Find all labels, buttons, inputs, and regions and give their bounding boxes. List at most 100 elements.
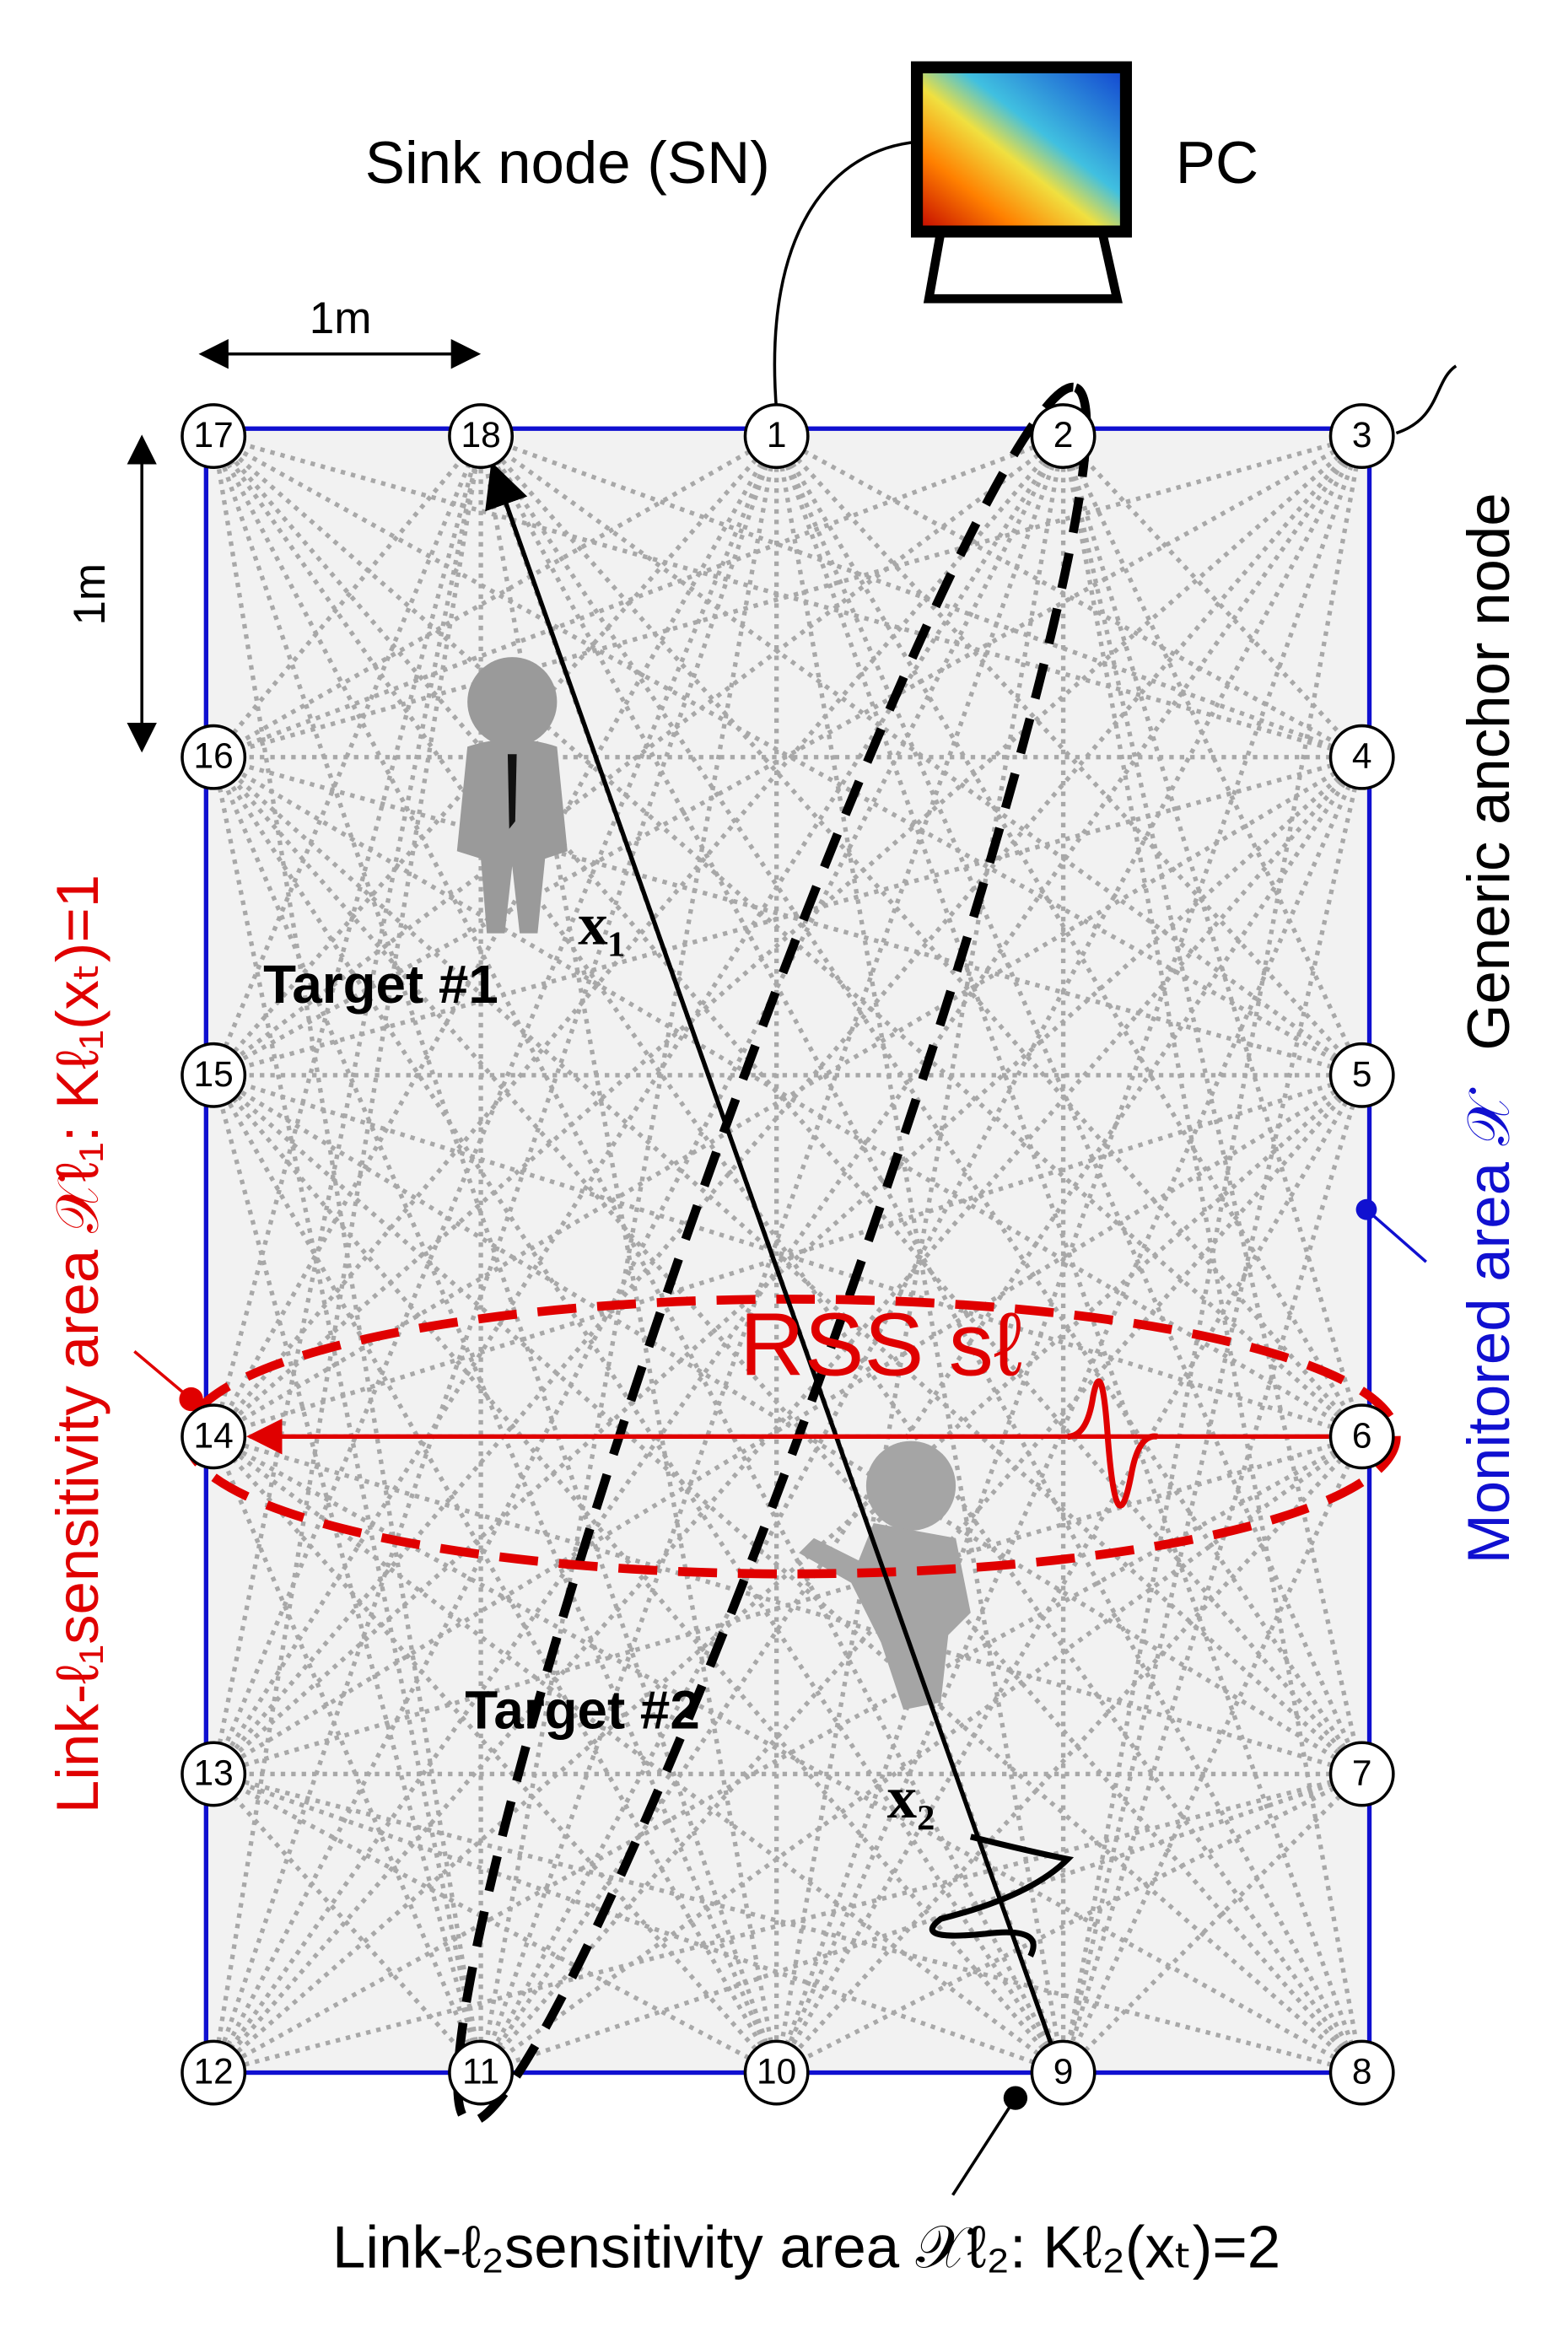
anchor-node xyxy=(181,2039,247,2106)
radio-link xyxy=(211,435,483,1774)
anchor-node xyxy=(1030,2039,1097,2106)
target2-label: Target #2 xyxy=(465,1679,700,1740)
rss-label: RSS sℓ xyxy=(740,1294,1022,1394)
anchor-node xyxy=(1328,724,1395,790)
anchor-node xyxy=(1328,1403,1395,1470)
radio-link xyxy=(211,434,1065,2074)
radio-link xyxy=(774,435,1365,2074)
radio-link xyxy=(212,1073,1364,2075)
node-label: 18 xyxy=(461,416,500,455)
radio-link xyxy=(1061,1435,1365,2074)
node-label: 4 xyxy=(1352,737,1372,777)
radio-link xyxy=(478,434,1365,2074)
radio-link xyxy=(212,434,1364,2075)
target1-label: Target #1 xyxy=(263,954,498,1015)
radio-link xyxy=(774,435,1365,1775)
anchor-node xyxy=(181,403,247,470)
anchor-pointer xyxy=(1395,364,1458,435)
node-label: 8 xyxy=(1352,2053,1372,2092)
radio-link xyxy=(212,755,1364,2075)
anchor-node xyxy=(1030,403,1097,470)
radio-link xyxy=(212,433,778,760)
radio-link xyxy=(478,434,1365,2074)
radio-link xyxy=(1061,434,1365,1076)
radio-link xyxy=(213,433,1363,760)
anchor-node xyxy=(1328,2039,1395,2106)
radio-link xyxy=(212,755,1364,1776)
node-label: 1 xyxy=(767,416,787,455)
radio-link xyxy=(775,1772,1363,2075)
radio-link xyxy=(211,434,779,1438)
node-label: 15 xyxy=(194,1055,234,1095)
node-label: 3 xyxy=(1352,416,1372,455)
radio-link xyxy=(212,1772,483,2075)
anchor-node xyxy=(448,403,515,470)
anchor-node xyxy=(1328,403,1395,470)
radio-link xyxy=(774,434,1364,1438)
node-label: 6 xyxy=(1352,1416,1372,1456)
node-label: 13 xyxy=(194,1753,234,1793)
radio-link xyxy=(211,1435,483,2074)
radio-link xyxy=(212,434,1364,1439)
radio-link xyxy=(211,1074,483,2074)
radio-link xyxy=(211,1074,779,2074)
sn-cable xyxy=(773,140,918,412)
radio-link xyxy=(211,435,483,2073)
radio-link xyxy=(1061,435,1365,1438)
radio-link xyxy=(479,434,1364,1439)
anchor-node xyxy=(181,1403,247,1470)
generic-anchor-label: Generic anchor node xyxy=(1456,493,1522,1050)
x2-label: x₂ xyxy=(887,1765,935,1831)
radio-link xyxy=(213,1434,1363,1776)
node-label: 17 xyxy=(194,416,234,455)
scale-x-label: 1m xyxy=(310,293,372,343)
node-label: 5 xyxy=(1352,1055,1372,1095)
node-label: 16 xyxy=(194,737,234,777)
radio-link xyxy=(212,1772,778,2075)
radio-link xyxy=(1061,1772,1364,2075)
radio-link xyxy=(213,1771,1064,2076)
radio-link xyxy=(774,434,1364,1077)
x1-label: x₁ xyxy=(578,891,626,957)
radio-link xyxy=(213,1073,1363,1439)
link2-ellipse xyxy=(453,382,1091,2126)
radio-link xyxy=(211,757,483,2074)
radio-link xyxy=(212,434,1364,1439)
anchor-node xyxy=(181,1741,247,1807)
radio-link xyxy=(211,756,779,2074)
link2-area-label: Link-ℓ₂sensitivity area 𝒳ℓ₂: Kℓ₂(xₜ)=2 xyxy=(332,2215,1280,2281)
anchor-node xyxy=(1328,1042,1395,1108)
node-label: 2 xyxy=(1053,416,1074,455)
link2-arrow xyxy=(485,461,1055,2050)
radio-link xyxy=(211,435,483,1076)
scale-y-label: 1m xyxy=(65,563,115,626)
anchor-node xyxy=(1328,1741,1395,1807)
radio-link xyxy=(479,1435,1364,2075)
monitored-area-label: Monitored area 𝒳 xyxy=(1456,1087,1522,1564)
node-label: 9 xyxy=(1053,2053,1074,2092)
radio-link xyxy=(212,755,1364,2075)
anchor-node xyxy=(181,724,247,790)
link1-area-label: Link-ℓ₁sensitivity area 𝒳ℓ₁: Kℓ₁(xₜ)=1 xyxy=(45,875,111,1813)
node-label: 10 xyxy=(757,2053,796,2092)
radio-link xyxy=(211,434,1065,1775)
radio-link xyxy=(774,1074,1364,2074)
radio-link xyxy=(212,434,483,759)
radio-link xyxy=(480,1771,1363,2076)
node-label: 7 xyxy=(1352,1753,1372,1793)
node-label: 11 xyxy=(462,2053,499,2092)
rss-waveform xyxy=(1067,1378,1158,1509)
radio-link xyxy=(211,435,779,1775)
anchor-node xyxy=(448,2039,515,2106)
radio-link xyxy=(1060,435,1365,1775)
radio-link xyxy=(1061,1074,1365,2074)
radio-link xyxy=(212,755,1364,1439)
radio-link xyxy=(213,433,1064,760)
radio-link xyxy=(212,434,1364,2075)
target1-figure xyxy=(456,657,568,934)
radio-link xyxy=(774,1435,1364,2075)
monitored-pointer xyxy=(1365,1208,1427,1263)
